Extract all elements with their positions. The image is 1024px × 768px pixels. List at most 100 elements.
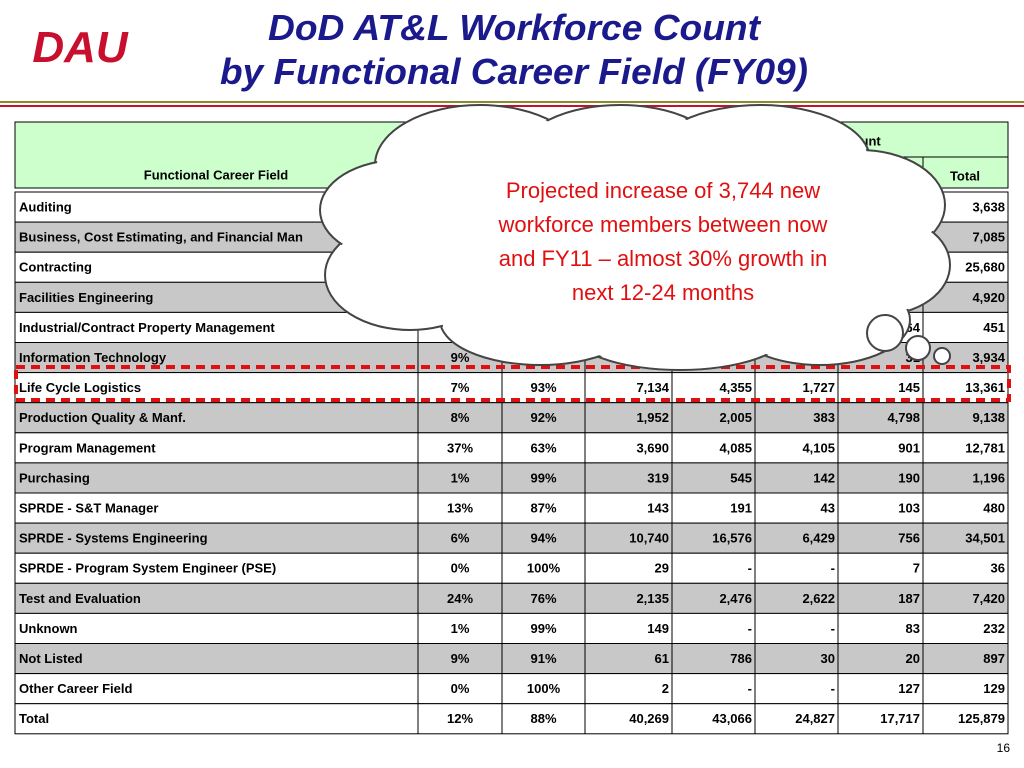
callout-text: Projected increase of 3,744 new (506, 178, 820, 203)
row-label: Program Management (19, 440, 156, 455)
cell: 786 (730, 651, 752, 666)
cell: 99% (530, 621, 556, 636)
title-line: by Functional Career Field (FY09) (220, 51, 808, 92)
cloud-fill (422, 142, 878, 338)
cell: 4,920 (972, 290, 1005, 305)
cell: 91% (530, 651, 556, 666)
cell: 901 (898, 440, 920, 455)
cell: 34,501 (965, 531, 1005, 546)
row-label: Unknown (19, 621, 78, 636)
row-label: Test and Evaluation (19, 591, 141, 606)
cell: 2 (662, 681, 669, 696)
cell: 43 (821, 500, 835, 515)
row-bg (14, 432, 1009, 464)
cell: 2,476 (719, 591, 752, 606)
cell: 7% (451, 380, 470, 395)
cell: 6% (451, 531, 470, 546)
cell: - (831, 561, 835, 576)
cell: 1,727 (802, 380, 835, 395)
cell: 7,134 (636, 380, 669, 395)
row-label: Information Technology (19, 350, 167, 365)
cell: 319 (647, 470, 669, 485)
cell: 756 (898, 531, 920, 546)
cell: 1% (451, 621, 470, 636)
row-bg (14, 703, 1009, 735)
row-bg (14, 582, 1009, 614)
cell: 149 (647, 621, 669, 636)
cell: 897 (983, 651, 1005, 666)
cell: 480 (983, 500, 1005, 515)
thought-bubble (905, 335, 931, 361)
row-label: Contracting (19, 260, 92, 275)
row-bg (14, 492, 1009, 524)
cell: 92% (530, 410, 556, 425)
cell: 190 (898, 470, 920, 485)
row-bg (14, 643, 1009, 675)
cell: 87% (530, 500, 556, 515)
cell: 451 (983, 320, 1005, 335)
cell: 4,085 (719, 440, 752, 455)
row-label: Business, Cost Estimating, and Financial… (19, 230, 303, 245)
cell: 29 (655, 561, 669, 576)
thought-bubble (933, 347, 951, 365)
callout-text: next 12-24 months (572, 280, 754, 305)
cell: 9% (451, 350, 470, 365)
cell: 10,740 (629, 531, 669, 546)
cell: 24,827 (795, 711, 835, 726)
cell: 2,005 (719, 410, 752, 425)
cell: 13,361 (965, 380, 1005, 395)
callout-text: workforce members between now (498, 212, 828, 237)
cell: 1% (451, 470, 470, 485)
cell: 76% (530, 591, 556, 606)
cell: 3,690 (636, 440, 669, 455)
cell: 6,429 (802, 531, 835, 546)
row-bg (14, 673, 1009, 705)
cell: - (831, 681, 835, 696)
cell: 8% (451, 410, 470, 425)
cell: 3,638 (972, 199, 1005, 214)
cell: 25,680 (965, 260, 1005, 275)
row-label: SPRDE - Program System Engineer (PSE) (19, 561, 276, 576)
cell: 100% (527, 561, 561, 576)
cell: 0% (451, 561, 470, 576)
page-number: 16 (997, 741, 1011, 755)
highlight-box (14, 365, 1011, 402)
cell: 3,934 (972, 350, 1005, 365)
cell: - (748, 681, 752, 696)
row-label: Not Listed (19, 651, 83, 666)
row-label: SPRDE - Systems Engineering (19, 531, 208, 546)
cell: 12,781 (965, 440, 1005, 455)
cell: 100% (527, 681, 561, 696)
cell: 4,798 (887, 410, 920, 425)
cell: 61 (655, 651, 669, 666)
cell: 142 (813, 470, 835, 485)
cell: 12% (447, 711, 473, 726)
cell: - (748, 561, 752, 576)
row-label: Life Cycle Logistics (19, 380, 141, 395)
cell: 383 (813, 410, 835, 425)
table: Functional Career FieldCountateTotalAudi… (14, 121, 1011, 735)
row-bg (14, 522, 1009, 554)
cell: 43,066 (712, 711, 752, 726)
cell: 63% (530, 440, 556, 455)
row-bg (14, 612, 1009, 645)
cell: 88% (530, 711, 556, 726)
cell: 4,355 (719, 380, 752, 395)
cell: - (748, 621, 752, 636)
row-bg (14, 462, 1009, 494)
row-label: Auditing (19, 199, 72, 214)
cell: 9,138 (972, 410, 1005, 425)
cell: 191 (730, 500, 752, 515)
cell: 30 (821, 651, 835, 666)
row-label: Total (19, 711, 49, 726)
cell: 4,105 (802, 440, 835, 455)
cell: 16,576 (712, 531, 752, 546)
row-label: Production Quality & Manf. (19, 410, 186, 425)
cell: 232 (983, 621, 1005, 636)
cell: 36 (991, 561, 1005, 576)
cell: 127 (898, 681, 920, 696)
cell: - (831, 621, 835, 636)
cell: 7,420 (972, 591, 1005, 606)
